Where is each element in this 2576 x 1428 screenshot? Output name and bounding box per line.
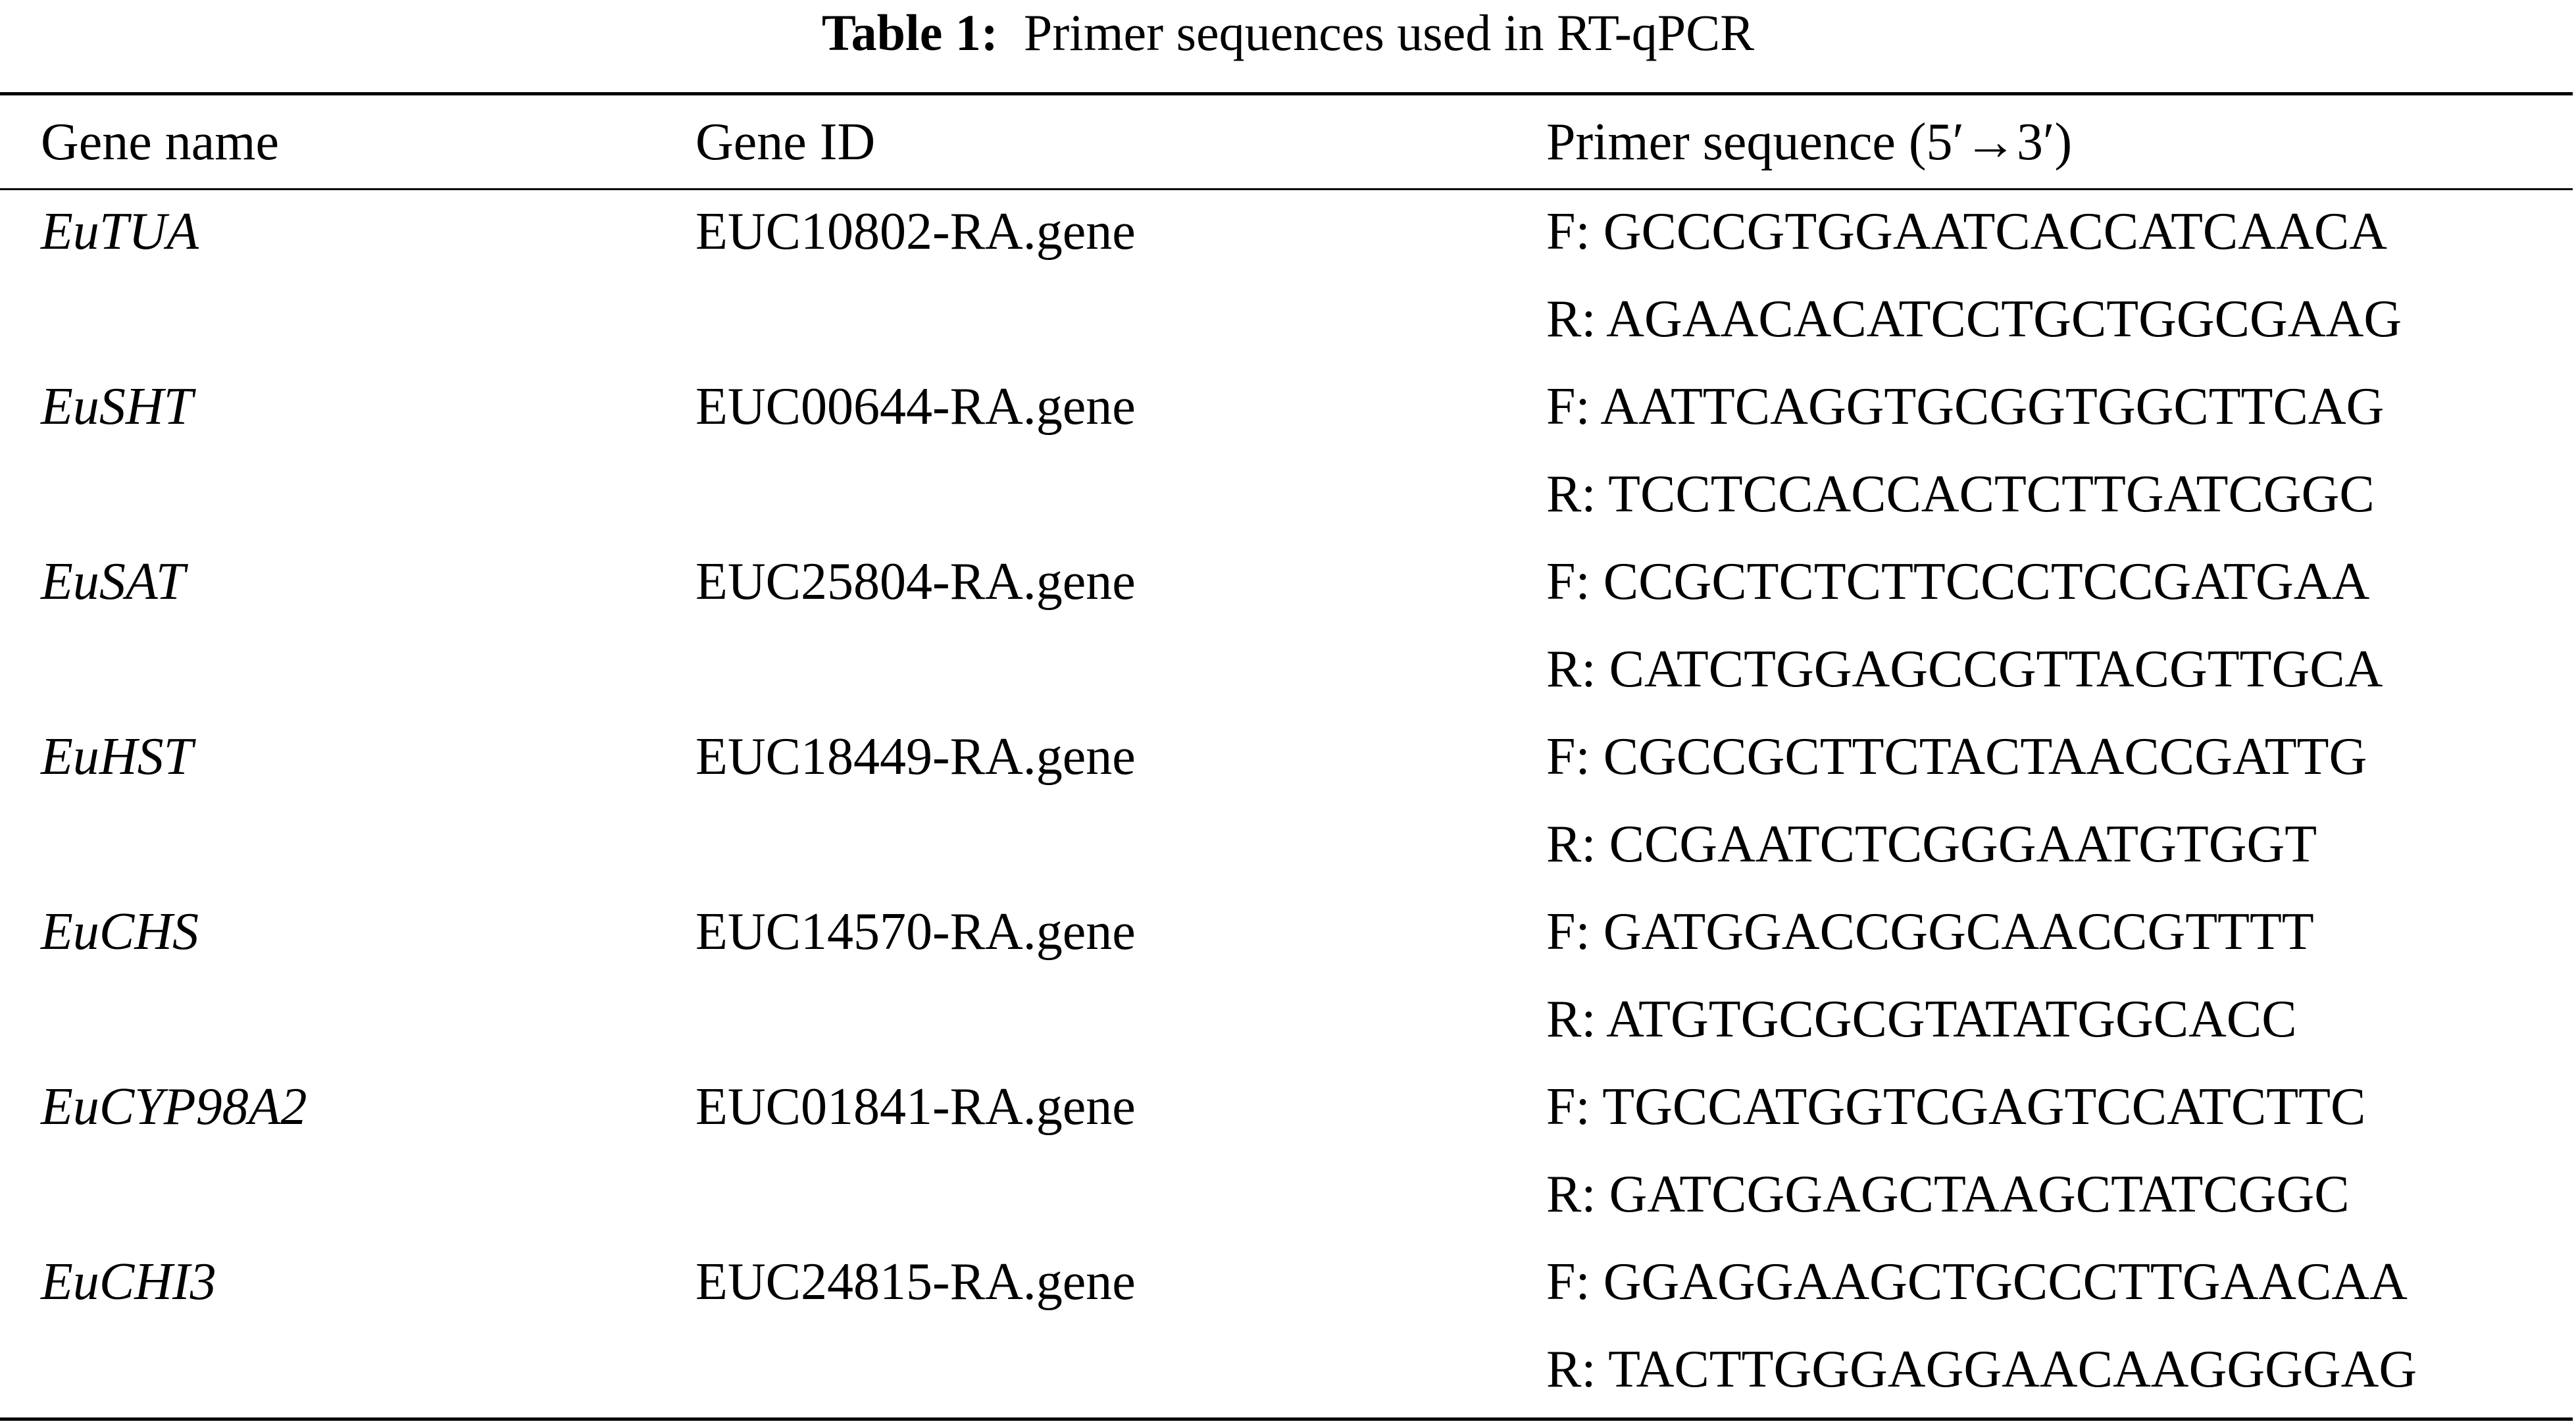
gene-name: EuTUA xyxy=(41,203,199,261)
gene-id: EUC18449-RA.gene xyxy=(695,728,1136,786)
gene-name: EuHST xyxy=(41,728,193,786)
forward-primer: F: GCCCGTGGAATCACCATCAACA xyxy=(1546,203,2387,261)
table-row: EuSAT EUC25804-RA.gene F: CCGCTCTCTTCCCT… xyxy=(0,538,2573,626)
table-row: R: ATGTGCGCGTATATGGCACC xyxy=(0,976,2573,1063)
forward-primer: F: GATGGACCGGCAACCGTTTT xyxy=(1546,903,2314,961)
gene-id: EUC14570-RA.gene xyxy=(695,903,1136,961)
reverse-primer: R: TACTTGGGAGGAACAAGGGGAG xyxy=(1546,1340,2417,1398)
gene-id: EUC24815-RA.gene xyxy=(695,1253,1136,1311)
empty-cell xyxy=(695,451,1546,538)
gene-name: EuCYP98A2 xyxy=(41,1078,307,1136)
forward-primer: F: GGAGGAAGCTGCCCTTGAACAA xyxy=(1546,1253,2408,1311)
table-row: R: TACTTGGGAGGAACAAGGGGAG xyxy=(0,1326,2573,1414)
forward-primer: F: AATTCAGGTGCGGTGGCTTCAG xyxy=(1546,378,2385,436)
table-caption: Table 1: Primer sequences used in RT-qPC… xyxy=(0,3,2576,63)
reverse-primer: R: AGAACACATCCTGCTGGCGAAG xyxy=(1546,290,2402,348)
gene-id: EUC25804-RA.gene xyxy=(695,553,1136,611)
table-row: R: AGAACACATCCTGCTGGCGAAG xyxy=(0,276,2573,363)
gene-id: EUC00644-RA.gene xyxy=(695,378,1136,436)
top-rule xyxy=(0,92,2573,95)
empty-cell xyxy=(695,1151,1546,1238)
table-row: R: GATCGGAGCTAAGCTATCGGC xyxy=(0,1151,2573,1238)
empty-cell xyxy=(0,276,695,363)
empty-cell xyxy=(695,976,1546,1063)
empty-cell xyxy=(695,801,1546,888)
gene-name: EuSHT xyxy=(41,378,193,436)
empty-cell xyxy=(695,1326,1546,1414)
reverse-primer: R: ATGTGCGCGTATATGGCACC xyxy=(1546,990,2297,1048)
table-row: R: CCGAATCTCGGGAATGTGGT xyxy=(0,801,2573,888)
empty-cell xyxy=(0,626,695,713)
header-primer-sequence: Primer sequence (5′→3′) xyxy=(1546,113,2073,171)
bottom-rule xyxy=(0,1417,2573,1421)
reverse-primer: R: TCCTCCACCACTCTTGATCGGC xyxy=(1546,465,2375,523)
empty-cell xyxy=(0,1326,695,1414)
table-row: EuCHS EUC14570-RA.gene F: GATGGACCGGCAAC… xyxy=(0,888,2573,976)
table-row: EuCHI3 EUC24815-RA.gene F: GGAGGAAGCTGCC… xyxy=(0,1238,2573,1326)
primer-table: Gene name Gene ID Primer sequence (5′→3′… xyxy=(0,96,2573,1414)
forward-primer: F: CCGCTCTCTTCCCTCCGATGAA xyxy=(1546,553,2370,611)
empty-cell xyxy=(0,976,695,1063)
header-gene-id: Gene ID xyxy=(695,113,876,171)
empty-cell xyxy=(0,451,695,538)
table-row: EuCYP98A2 EUC01841-RA.gene F: TGCCATGGTC… xyxy=(0,1063,2573,1151)
forward-primer: F: TGCCATGGTCGAGTCCATCTTC xyxy=(1546,1078,2366,1136)
empty-cell xyxy=(0,1151,695,1238)
empty-cell xyxy=(695,276,1546,363)
header-rule xyxy=(0,188,2573,190)
gene-name: EuCHS xyxy=(41,903,199,961)
reverse-primer: R: GATCGGAGCTAAGCTATCGGC xyxy=(1546,1165,2350,1223)
table-row: EuSHT EUC00644-RA.gene F: AATTCAGGTGCGGT… xyxy=(0,363,2573,451)
gene-id: EUC10802-RA.gene xyxy=(695,203,1136,261)
caption-label: Table 1: xyxy=(821,4,998,61)
gene-id: EUC01841-RA.gene xyxy=(695,1078,1136,1136)
reverse-primer: R: CCGAATCTCGGGAATGTGGT xyxy=(1546,815,2317,873)
table-row: EuTUA EUC10802-RA.gene F: GCCCGTGGAATCAC… xyxy=(0,188,2573,276)
table-row: EuHST EUC18449-RA.gene F: CGCCGCTTCTACTA… xyxy=(0,713,2573,801)
header-gene-name: Gene name xyxy=(41,113,280,171)
caption-text: Primer sequences used in RT-qPCR xyxy=(1023,4,1755,61)
table-row: R: CATCTGGAGCCGTTACGTTGCA xyxy=(0,626,2573,713)
empty-cell xyxy=(695,626,1546,713)
reverse-primer: R: CATCTGGAGCCGTTACGTTGCA xyxy=(1546,640,2383,698)
gene-name: EuSAT xyxy=(41,553,186,611)
forward-primer: F: CGCCGCTTCTACTAACCGATTG xyxy=(1546,728,2367,786)
header-row: Gene name Gene ID Primer sequence (5′→3′… xyxy=(0,96,2573,188)
gene-name: EuCHI3 xyxy=(41,1253,216,1311)
empty-cell xyxy=(0,801,695,888)
table-row: R: TCCTCCACCACTCTTGATCGGC xyxy=(0,451,2573,538)
